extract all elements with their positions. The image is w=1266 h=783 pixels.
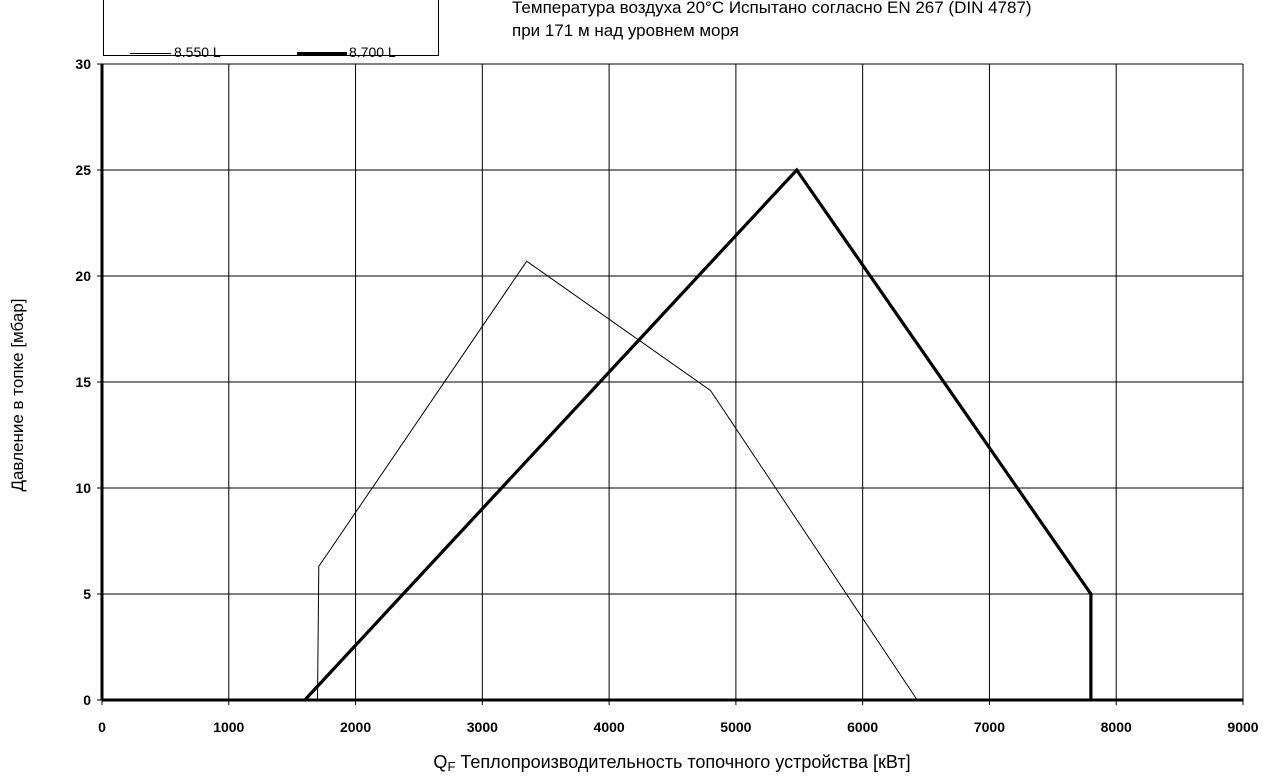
x-tick-label: 9000: [1227, 719, 1258, 735]
grid-lines: [102, 63, 1244, 700]
x-tick-label: 1000: [213, 719, 244, 735]
legend-label-8550: 8.550 L: [174, 44, 221, 60]
tick-labels: 0 1000 2000 3000 4000 5000 6000 7000 8000 9000 0 5 1…: [75, 56, 1258, 735]
x-tick-label: 4000: [594, 719, 625, 735]
x-axis-label-text: Теплопроизводительность топочного устрой…: [455, 752, 911, 772]
legend: [103, 0, 439, 56]
x-tick-label: 8000: [1101, 719, 1132, 735]
x-axis-label: QF Теплопроизводительность топочного уст…: [433, 752, 910, 774]
axes: [97, 63, 1244, 705]
x-tick-label: 2000: [340, 719, 371, 735]
y-tick-label: 20: [75, 268, 91, 284]
legend-line-8700: [297, 52, 347, 55]
x-tick-label: 0: [98, 719, 106, 735]
legend-label-8700: 8.700 L: [349, 44, 396, 60]
note-line-1: Температура воздуха 20°C Испытано соглас…: [512, 0, 1032, 17]
series-line-2: [303, 167, 1093, 702]
series-lines: [303, 167, 1093, 702]
y-tick-label: 15: [75, 374, 91, 390]
y-tick-label: 25: [75, 162, 91, 178]
x-tick-label: 7000: [974, 719, 1005, 735]
x-tick-label: 3000: [467, 719, 498, 735]
y-tick-label: 30: [75, 56, 91, 72]
series-line-1: [317, 260, 918, 701]
note-line-2: при 171 м над уровнем моря: [512, 21, 739, 40]
x-tick-label: 5000: [720, 719, 751, 735]
y-tick-label: 0: [83, 692, 91, 708]
y-tick-label: 10: [75, 480, 91, 496]
legend-line-8550: [130, 53, 171, 54]
x-axis-label-q: Q: [433, 752, 448, 772]
x-tick-label: 6000: [847, 719, 878, 735]
y-axis-label: Давление в топке [мбар]: [8, 298, 27, 492]
x-axis-label-sub: F: [447, 759, 456, 774]
test-conditions-note: Температура воздуха 20°C Испытано соглас…: [512, 0, 1032, 42]
y-tick-label: 5: [83, 586, 91, 602]
